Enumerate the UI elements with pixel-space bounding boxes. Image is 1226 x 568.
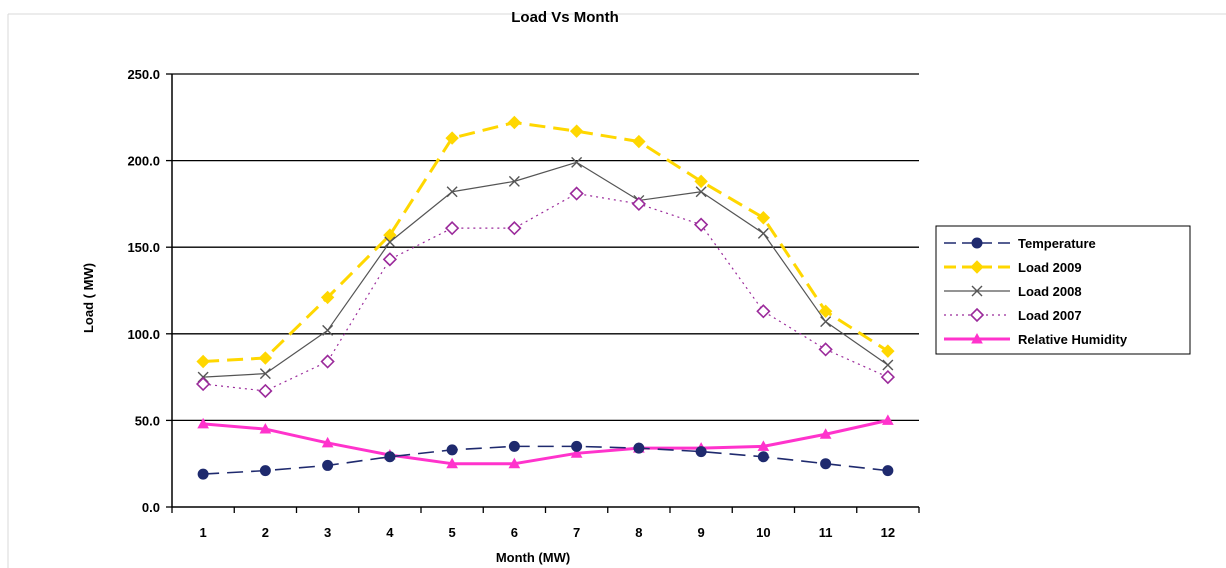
x-tick-label: 3 [324,525,331,540]
x-tick-label: 7 [573,525,580,540]
legend-label-relative-humidity: Relative Humidity [1018,332,1128,347]
x-tick-label: 6 [511,525,518,540]
data-point-relative-humidity [321,436,334,448]
data-point-load-2008 [322,324,334,336]
y-axis-title: Load ( MW) [81,263,96,333]
data-point-load-2009 [445,131,459,145]
data-point-relative-humidity [819,428,832,439]
legend-label-load-2007: Load 2007 [1018,308,1082,323]
data-point-relative-humidity [882,414,894,425]
y-tick-label: 50.0 [135,413,160,428]
data-point-load-2008 [882,359,894,371]
y-tick-label: 0.0 [142,500,160,515]
data-point-load-2007 [693,217,709,232]
series-line-load-2008 [203,161,889,378]
data-point-load-2008 [446,186,458,198]
data-point-relative-humidity [197,417,209,429]
data-point-temperature [820,458,832,470]
legend-marker-temperature [971,237,983,249]
x-tick-label: 4 [386,525,394,540]
legend-marker-load-2007 [969,307,985,323]
data-point-temperature [384,451,396,463]
x-tick-label: 5 [449,525,456,540]
data-point-load-2009 [632,134,646,149]
data-point-temperature [508,440,520,452]
legend: Temperature Load 2009 Load 2008 Load 2007 Re… [935,225,1191,355]
data-point-load-2009 [569,124,584,138]
data-point-temperature [571,440,583,452]
data-point-load-2009 [756,211,771,225]
y-tick-label: 200.0 [127,154,160,169]
data-point-relative-humidity [570,447,583,458]
x-axis-title: Month (MW) [496,550,570,565]
legend-label-load-2008: Load 2008 [1018,284,1082,299]
data-point-load-2008 [259,368,271,380]
series-line-relative-humidity [203,418,889,466]
data-point-load-2007 [444,221,460,236]
x-tick-label: 11 [819,525,833,540]
data-point-load-2009 [507,115,522,130]
data-point-temperature [882,465,894,477]
data-point-load-2009 [258,351,273,365]
data-point-relative-humidity [259,423,272,434]
data-point-load-2008 [757,227,769,239]
data-point-temperature [197,468,209,480]
legend-label-load-2009: Load 2009 [1018,260,1082,275]
data-point-load-2007 [320,354,335,369]
data-point-temperature [259,465,271,477]
data-point-load-2007 [382,252,398,267]
data-point-load-2007 [195,376,211,392]
series-line-load-2007 [203,192,889,392]
series-line-load-2009 [203,120,889,364]
y-tick-label: 100.0 [127,327,160,342]
data-point-load-2007 [258,383,273,399]
data-point-load-2008 [508,175,520,187]
data-point-load-2007 [818,342,833,357]
data-point-relative-humidity [757,440,770,451]
x-tick-label: 12 [881,525,895,540]
data-point-temperature [322,459,334,471]
data-point-load-2007 [507,221,522,236]
data-point-relative-humidity [446,457,458,469]
data-point-temperature [695,446,707,458]
data-point-temperature [446,444,458,456]
y-tick-label: 250.0 [127,67,160,82]
y-tick-label: 150.0 [127,240,160,255]
chart-title: Load Vs Month [511,9,619,26]
data-point-load-2008 [571,156,583,168]
data-point-temperature [633,442,645,454]
x-tick-label: 10 [756,525,770,540]
data-point-load-2007 [756,304,771,319]
data-point-relative-humidity [508,457,521,469]
data-point-load-2007 [631,196,647,212]
legend-label-temperature: Temperature [1018,236,1096,251]
data-point-load-2009 [196,354,210,369]
legend-marker-relative-humidity [971,332,983,344]
data-point-load-2009 [818,304,833,318]
data-point-temperature [757,451,769,463]
x-tick-label: 1 [200,525,207,540]
data-point-load-2008 [695,186,707,198]
data-point-load-2007 [880,369,896,385]
data-point-load-2009 [694,174,708,189]
data-point-load-2009 [881,344,895,358]
x-tick-label: 8 [635,525,642,540]
series-line-temperature [203,445,888,475]
legend-marker-load-2008 [971,285,983,297]
legend-marker-load-2009 [970,260,984,274]
data-point-load-2008 [820,316,832,328]
x-tick-label: 9 [698,525,705,540]
data-point-load-2007 [569,186,584,201]
data-point-load-2008 [384,236,396,248]
x-tick-label: 2 [262,525,269,540]
data-point-load-2009 [320,290,335,305]
